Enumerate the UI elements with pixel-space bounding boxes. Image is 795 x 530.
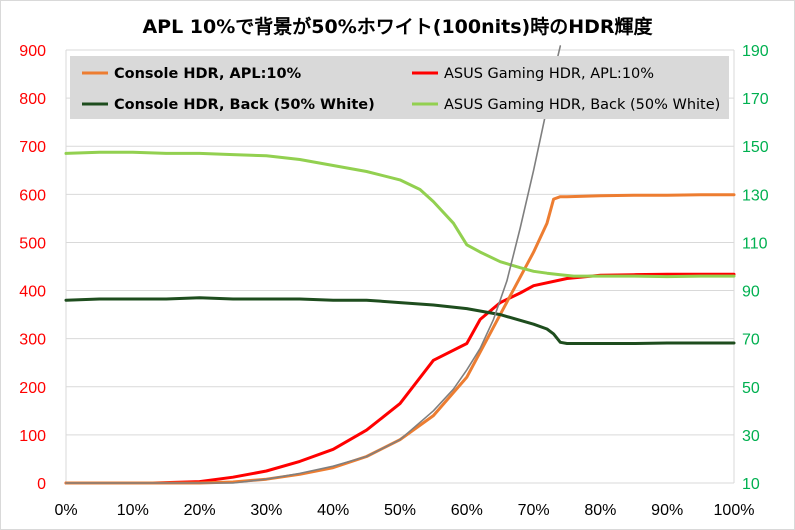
left-tick-label: 800 [19, 91, 46, 108]
x-tick-label: 0% [54, 502, 77, 519]
right-tick-label: 110 [742, 235, 768, 252]
left-tick-label: 500 [19, 235, 46, 252]
left-tick-label: 700 [19, 139, 46, 156]
right-tick-label: 70 [742, 332, 760, 349]
right-axis-ticks: 10 30 50 70 90 110 130 150 170 190 [742, 43, 769, 493]
left-tick-label: 400 [19, 284, 46, 301]
right-tick-label: 50 [742, 380, 760, 397]
series-line-1 [64, 272, 736, 485]
right-tick-label: 130 [742, 187, 769, 204]
left-tick-label: 600 [19, 187, 46, 204]
left-axis-ticks: 0 100 200 300 400 500 600 700 800 900 [19, 43, 46, 493]
x-tick-label: 80% [584, 502, 616, 519]
x-tick-label: 20% [184, 502, 216, 519]
x-tick-label: 60% [451, 502, 483, 519]
x-tick-label: 40% [317, 502, 349, 519]
legend-label: ASUS Gaming HDR, Back (50% White) [444, 97, 720, 113]
right-tick-label: 170 [742, 91, 769, 108]
left-tick-label: 100 [19, 428, 46, 445]
x-tick-label: 50% [384, 502, 416, 519]
x-axis-ticks: 0% 10% 20% 30% 40% 50% 60% 70% 80% 90% 100% [54, 502, 754, 519]
legend-box [70, 56, 729, 119]
legend-label: ASUS Gaming HDR, APL:10% [444, 66, 654, 82]
right-tick-label: 30 [742, 428, 760, 445]
series-lines [64, 45, 736, 485]
left-tick-label: 200 [19, 380, 46, 397]
series-line-3 [64, 150, 736, 279]
legend: Console HDR, APL:10% ASUS Gaming HDR, APL… [70, 56, 729, 119]
series-line-2 [64, 296, 736, 345]
x-tick-label: 10% [117, 502, 149, 519]
right-tick-label: 150 [742, 139, 769, 156]
legend-label: Console HDR, Back (50% White) [114, 97, 375, 113]
right-tick-label: 90 [742, 284, 760, 301]
left-tick-label: 900 [19, 43, 46, 60]
series-line-4 [65, 45, 562, 484]
x-tick-label: 30% [250, 502, 282, 519]
left-tick-label: 0 [37, 476, 46, 493]
left-tick-label: 300 [19, 332, 46, 349]
legend-label: Console HDR, APL:10% [114, 66, 302, 82]
right-tick-label: 190 [742, 43, 769, 60]
x-tick-label: 90% [651, 502, 683, 519]
x-tick-label: 100% [714, 502, 755, 519]
right-tick-label: 10 [742, 476, 760, 493]
chart-title: APL 10%で背景が50%ホワイト(100nits)時のHDR輝度 [142, 16, 653, 38]
x-tick-label: 70% [518, 502, 550, 519]
